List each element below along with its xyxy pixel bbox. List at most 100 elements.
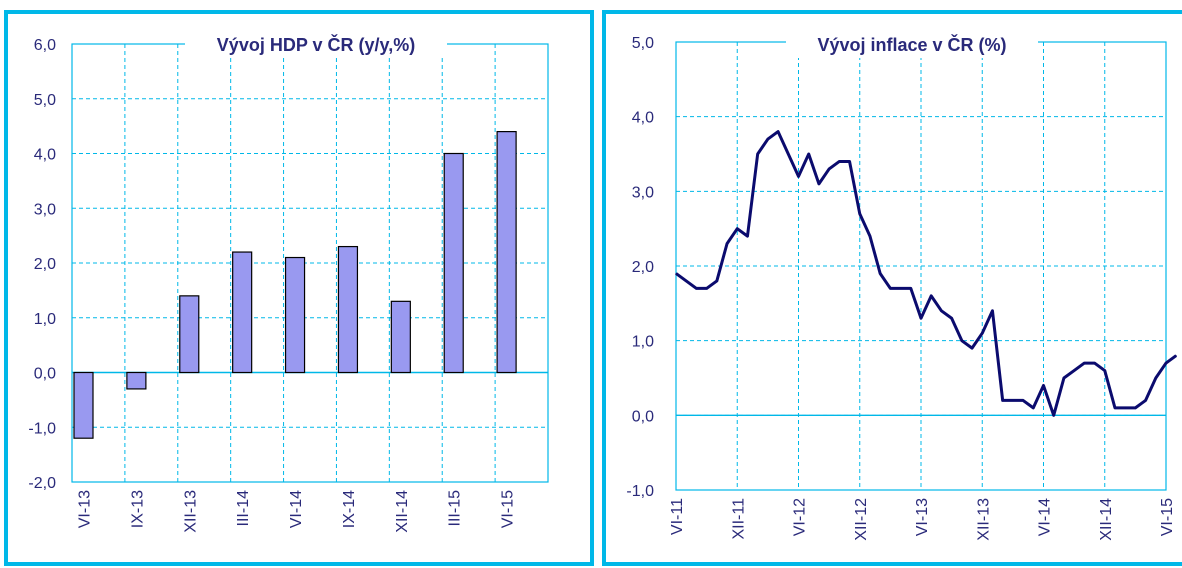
gdp-bar (337, 245, 359, 374)
gdp-ytick-label: 4,0 (34, 147, 56, 164)
inflation-point (706, 287, 708, 289)
gdp-ytick-label: 3,0 (34, 201, 56, 218)
gdp-bar (179, 295, 200, 374)
gdp-bar (390, 300, 411, 374)
inflation-point (1032, 407, 1034, 409)
inflation-xtick-label: VI-13 (914, 498, 931, 536)
inflation-point (849, 160, 851, 162)
inflation-point (930, 295, 932, 297)
inflation-point (1155, 377, 1157, 379)
inflation-point (889, 287, 891, 289)
inflation-point (961, 340, 963, 342)
inflation-point (971, 347, 973, 349)
gdp-bar (443, 152, 464, 374)
inflation-point (1022, 399, 1024, 401)
inflation-point (808, 153, 810, 155)
inflation-point (1165, 362, 1167, 364)
inflation-point (920, 317, 922, 319)
inflation-point (828, 168, 830, 170)
inflation-point (726, 243, 728, 245)
inflation-point (859, 213, 861, 215)
inflation-point (910, 287, 912, 289)
inflation-ytick-label: 0,0 (632, 408, 654, 425)
gdp-bar (232, 251, 253, 374)
gdp-bar (284, 256, 306, 374)
inflation-point (1145, 399, 1147, 401)
gdp-xtick-label: III-14 (235, 490, 252, 527)
inflation-ytick-label: 2,0 (632, 259, 654, 276)
inflation-xtick-label: XII-14 (1098, 498, 1115, 541)
inflation-point (767, 138, 769, 140)
gdp-ytick-label: 5,0 (34, 92, 56, 109)
inflation-series-line (675, 130, 1178, 417)
inflation-ytick-label: 1,0 (632, 334, 654, 351)
gdp-bar (73, 371, 94, 439)
inflation-point (951, 317, 953, 319)
gdp-ytick-label: 1,0 (34, 311, 56, 328)
gdp-ytick-label: 0,0 (34, 366, 56, 383)
inflation-point (1175, 355, 1177, 357)
gdp-xtick-label: VI-13 (77, 490, 94, 528)
inflation-point (1094, 362, 1096, 364)
gdp-xtick-label: III-15 (447, 490, 464, 527)
inflation-point (1114, 407, 1116, 409)
gdp-xtick-label: XII-13 (182, 490, 199, 533)
inflation-point (736, 228, 738, 230)
inflation-point (798, 175, 799, 177)
gdp-chart-title: Vývoj HDP v ČR (y/y,%) (217, 34, 415, 55)
inflation-xtick-label: VI-12 (792, 498, 809, 536)
inflation-point (940, 310, 942, 312)
inflation-point (818, 183, 820, 185)
inflation-point (1053, 414, 1055, 416)
inflation-ytick-label: 4,0 (632, 110, 654, 127)
gdp-xtick-label: VI-14 (288, 490, 305, 528)
inflation-point (869, 235, 871, 237)
inflation-ytick-label: -1,0 (626, 483, 654, 500)
gdp-ytick-label: -1,0 (28, 420, 56, 437)
inflation-point (1012, 399, 1014, 401)
inflation-point (695, 287, 697, 289)
gdp-xtick-label: VI-15 (500, 490, 517, 528)
gdp-bar (496, 131, 517, 374)
inflation-point (685, 280, 687, 282)
gdp-ytick-label: 6,0 (34, 37, 56, 54)
inflation-title-bg (786, 30, 1038, 58)
gdp-xtick-label: IX-13 (129, 490, 146, 528)
inflation-point (675, 272, 677, 274)
inflation-point (1063, 377, 1065, 379)
inflation-point (746, 235, 748, 237)
inflation-xtick-label: VI-11 (669, 498, 686, 535)
inflation-xtick-label: VI-14 (1037, 498, 1054, 536)
gdp-xtick-label: XII-14 (394, 490, 411, 533)
gdp-title-bg (185, 30, 447, 58)
inflation-point (1124, 407, 1126, 409)
inflation-point (777, 131, 779, 133)
gdp-ytick-label: -2,0 (28, 475, 56, 492)
inflation-ytick-label: 5,0 (632, 35, 654, 52)
inflation-point (1104, 370, 1106, 372)
inflation-xtick-label: XII-12 (853, 498, 870, 541)
inflation-chart-title: Vývoj inflace v ČR (%) (817, 34, 1006, 55)
inflation-point (716, 280, 718, 282)
inflation-xtick-label: VI-15 (1159, 498, 1176, 536)
inflation-xtick-label: XII-13 (975, 498, 992, 541)
inflation-ytick-label: 3,0 (632, 184, 654, 201)
inflation-xtick-label: XII-11 (730, 498, 747, 540)
inflation-point (787, 153, 789, 155)
inflation-point (879, 272, 881, 274)
inflation-point (1134, 407, 1136, 409)
inflation-point (900, 287, 902, 289)
inflation-point (757, 153, 759, 155)
gdp-ytick-label: 2,0 (34, 256, 56, 273)
inflation-point (1043, 384, 1044, 386)
inflation-point (1002, 399, 1004, 401)
inflation-point (1073, 370, 1075, 372)
inflation-point (991, 310, 993, 312)
inflation-point (1083, 362, 1085, 364)
inflation-point (838, 160, 840, 162)
gdp-xtick-label: IX-14 (341, 490, 358, 528)
inflation-point (981, 332, 983, 334)
gdp-bar (126, 371, 147, 390)
